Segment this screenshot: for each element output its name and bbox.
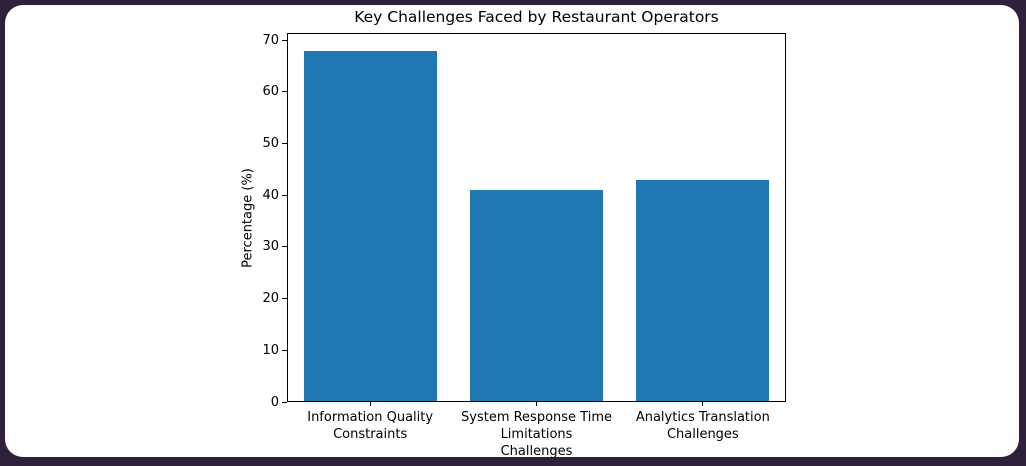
y-tick-mark <box>282 246 287 248</box>
bar <box>636 179 770 401</box>
y-tick-label: 60 <box>262 84 279 100</box>
x-tick-mark <box>702 402 704 406</box>
chart-title: Key Challenges Faced by Restaurant Opera… <box>354 8 719 26</box>
y-tick-mark <box>282 143 287 145</box>
x-tick-label: Information Quality Constraints <box>307 410 434 442</box>
x-tick-label: System Response Time Limitations <box>461 410 612 442</box>
y-tick-label: 70 <box>262 32 279 48</box>
y-tick-mark <box>282 298 287 300</box>
bar <box>469 190 604 401</box>
y-tick-label: 40 <box>262 187 279 203</box>
x-tick-mark <box>536 402 537 406</box>
y-tick-mark <box>282 39 287 41</box>
y-tick-label: 10 <box>262 342 279 358</box>
y-tick-label: 20 <box>262 291 279 307</box>
y-tick-mark <box>282 401 287 403</box>
y-tick-label: 0 <box>270 394 279 410</box>
x-tick-mark <box>369 402 371 406</box>
y-tick-mark <box>282 349 287 351</box>
x-tick-label: Analytics Translation Challenges <box>635 410 770 442</box>
y-tick-label: 30 <box>262 239 279 255</box>
y-tick-mark <box>282 91 287 93</box>
bar <box>303 50 437 401</box>
y-tick-mark <box>282 194 287 196</box>
y-tick-label: 50 <box>262 136 279 152</box>
x-axis-label: Challenges <box>500 444 573 459</box>
